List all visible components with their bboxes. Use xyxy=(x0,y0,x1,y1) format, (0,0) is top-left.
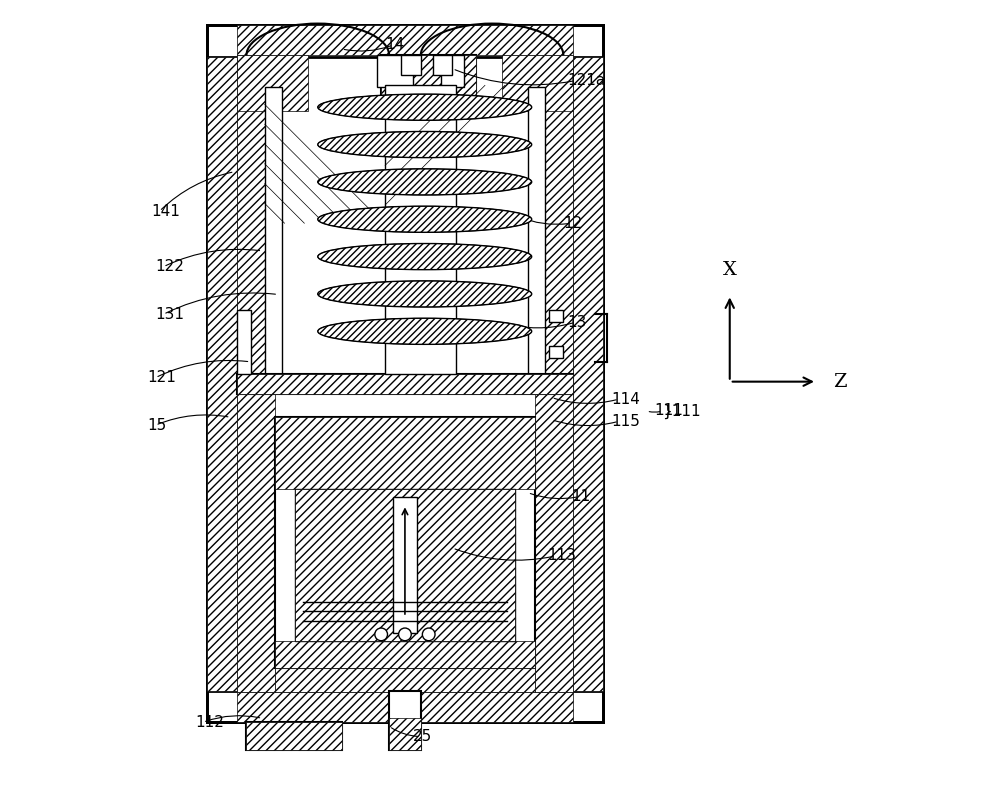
Ellipse shape xyxy=(318,281,532,307)
Bar xyxy=(207,25,603,723)
Bar xyxy=(295,489,515,641)
Bar xyxy=(237,56,308,111)
Ellipse shape xyxy=(318,243,532,270)
Bar xyxy=(237,374,573,394)
Text: X: X xyxy=(723,261,737,279)
Text: 121: 121 xyxy=(147,370,176,386)
Ellipse shape xyxy=(318,131,532,157)
Bar xyxy=(207,25,603,57)
Bar xyxy=(535,374,573,692)
Bar xyxy=(237,56,265,374)
Text: 114: 114 xyxy=(611,392,640,406)
Text: 14: 14 xyxy=(385,37,404,52)
Text: 121a: 121a xyxy=(567,73,606,88)
Text: 12: 12 xyxy=(563,215,583,231)
Ellipse shape xyxy=(318,169,532,195)
Bar xyxy=(246,723,342,750)
Bar xyxy=(207,691,603,723)
Text: 122: 122 xyxy=(155,259,184,274)
Bar xyxy=(381,56,476,103)
Bar xyxy=(433,56,452,75)
Bar xyxy=(385,85,456,374)
Text: }111: }111 xyxy=(662,403,701,419)
Text: Z: Z xyxy=(833,373,846,390)
Bar xyxy=(237,25,573,56)
Bar xyxy=(237,374,275,692)
Bar xyxy=(237,374,573,394)
Bar xyxy=(549,310,563,322)
Circle shape xyxy=(399,628,411,641)
Bar xyxy=(545,56,573,374)
Bar xyxy=(502,56,573,111)
Bar xyxy=(377,56,413,87)
Text: 115: 115 xyxy=(611,413,640,429)
Text: 15: 15 xyxy=(147,417,167,432)
Bar xyxy=(207,25,243,723)
Text: 13: 13 xyxy=(567,315,587,330)
Bar xyxy=(237,310,251,374)
Bar xyxy=(389,691,421,750)
Bar xyxy=(549,346,563,358)
Bar xyxy=(295,489,515,641)
Bar xyxy=(567,25,603,723)
Bar xyxy=(275,417,535,489)
Text: 11: 11 xyxy=(571,489,591,504)
Bar xyxy=(246,723,342,750)
Bar xyxy=(528,87,545,374)
Text: 111: 111 xyxy=(654,404,683,418)
Bar xyxy=(401,56,421,75)
Bar xyxy=(237,692,573,723)
Bar xyxy=(381,56,476,103)
Bar xyxy=(393,497,417,633)
Circle shape xyxy=(422,628,435,641)
Text: 112: 112 xyxy=(195,715,224,730)
Bar xyxy=(275,641,535,669)
Ellipse shape xyxy=(318,206,532,232)
Text: 131: 131 xyxy=(155,307,184,322)
Ellipse shape xyxy=(318,94,532,120)
Text: 25: 25 xyxy=(413,729,432,744)
Bar xyxy=(207,57,237,691)
Text: 113: 113 xyxy=(548,549,577,564)
Bar xyxy=(265,87,282,374)
Circle shape xyxy=(375,628,388,641)
Bar xyxy=(275,669,535,692)
Bar xyxy=(275,417,535,669)
Ellipse shape xyxy=(318,318,532,344)
Bar xyxy=(389,719,421,750)
Bar xyxy=(573,57,603,691)
Text: 141: 141 xyxy=(151,204,180,219)
Bar xyxy=(441,56,464,87)
